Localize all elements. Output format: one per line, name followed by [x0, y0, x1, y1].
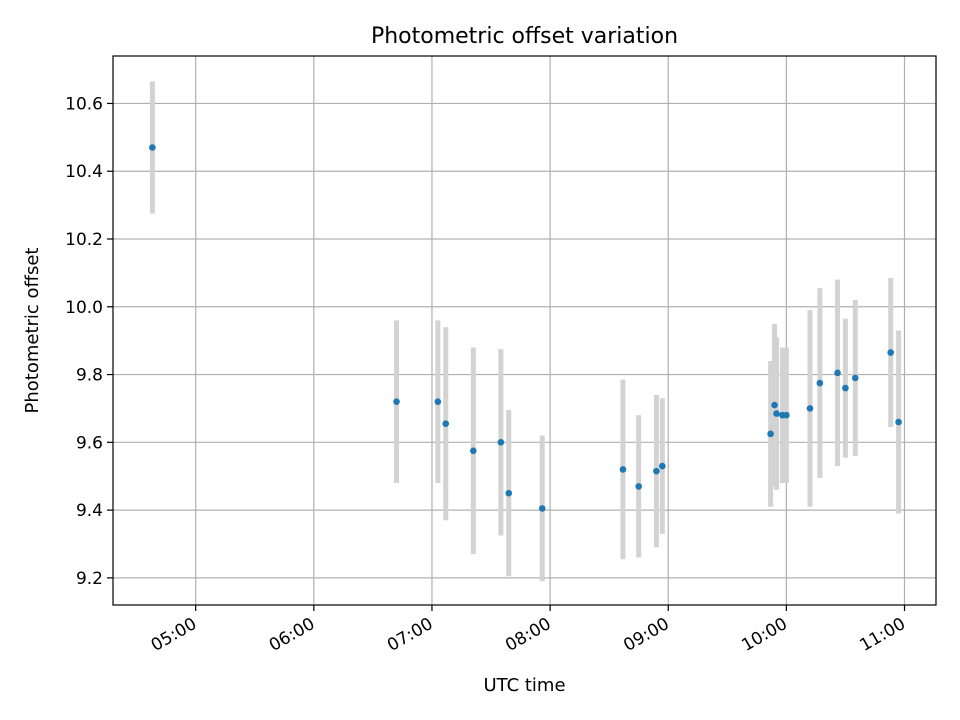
data-point — [653, 467, 660, 475]
grid-layer — [113, 56, 936, 605]
data-point — [659, 462, 666, 470]
plot-frame — [112, 55, 937, 606]
data-point — [393, 398, 400, 405]
y-tick-label: 10.2 — [65, 230, 103, 250]
data-point — [767, 430, 774, 438]
y-axis-label: Photometric offset — [22, 248, 43, 414]
data-point — [887, 349, 895, 356]
data-point — [771, 401, 778, 409]
data-point — [538, 505, 546, 512]
data-point — [851, 374, 859, 382]
data-point — [442, 420, 450, 427]
data-point — [470, 447, 477, 455]
y-tick-label: 9.8 — [76, 366, 103, 386]
data-point — [497, 439, 505, 446]
data-point — [635, 483, 642, 490]
y-tick-label: 9.2 — [76, 569, 103, 589]
point-layer — [149, 144, 902, 512]
data-point — [783, 411, 790, 419]
data-point — [895, 418, 902, 426]
data-point — [773, 410, 780, 417]
y-tick-label: 9.6 — [76, 433, 103, 453]
data-point — [434, 398, 442, 405]
x-axis-label: UTC time — [483, 675, 565, 696]
chart-title: Photometric offset variation — [371, 24, 678, 49]
data-point — [505, 489, 513, 497]
data-point — [806, 405, 814, 412]
y-tick-label: 10.4 — [65, 162, 103, 182]
data-point — [842, 384, 849, 392]
data-point — [149, 144, 156, 151]
y-tick-label: 9.4 — [76, 501, 103, 521]
y-axis: 9.2 9.4 9.6 9.8 10.0 10.2 10.4 10.6 — [65, 94, 113, 589]
data-point — [834, 369, 841, 377]
y-tick-label: 10.6 — [65, 94, 103, 114]
y-tick-label: 10.0 — [65, 298, 103, 318]
data-point — [816, 379, 824, 387]
data-point — [619, 466, 627, 473]
